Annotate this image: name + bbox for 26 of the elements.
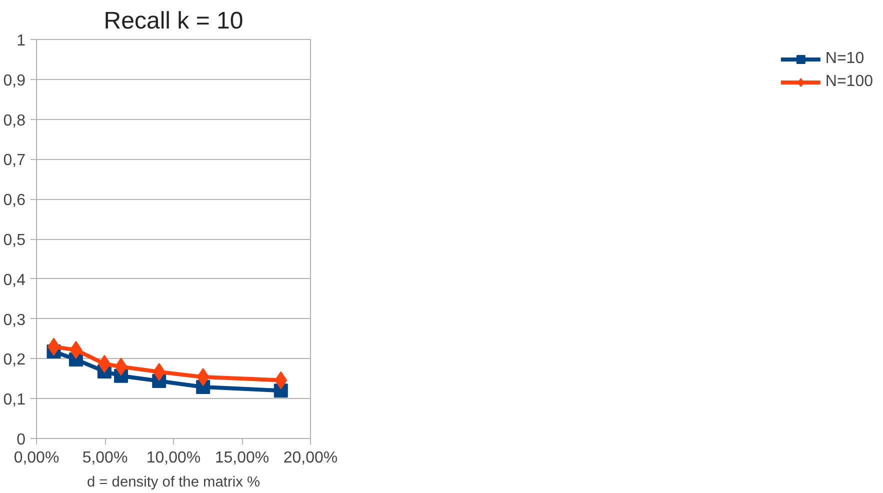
y-tick-label: 0 xyxy=(16,432,26,448)
y-tick-label: 1 xyxy=(16,32,26,50)
y-tick-label: 0,2 xyxy=(3,352,26,369)
point xyxy=(98,354,111,373)
point xyxy=(114,358,128,376)
y-tick-label: 0,6 xyxy=(3,192,26,210)
chart-title: Recall k = 10 xyxy=(104,8,244,34)
y-tick-label: 0,4 xyxy=(3,272,26,289)
point xyxy=(70,340,82,359)
y-tick-label: 0,9 xyxy=(3,72,26,90)
legend-label: N=100 xyxy=(825,73,873,91)
point xyxy=(274,371,288,390)
y-tick-label: 0,3 xyxy=(3,312,26,329)
point xyxy=(196,368,210,386)
x-tick-label: 0,00% xyxy=(14,450,60,466)
y-tick-label: 0,5 xyxy=(3,232,26,249)
x-axis-title: d = density of the matrix % xyxy=(86,474,260,490)
y-tick-label: 0,7 xyxy=(3,152,26,170)
x-tick-label: 10,00% xyxy=(146,450,201,466)
x-tick-label: 5,00% xyxy=(82,450,128,466)
x-tick-label: 15,00% xyxy=(214,450,270,466)
legend-label: N=10 xyxy=(825,50,864,68)
y-tick-label: 0,1 xyxy=(3,392,26,409)
y-tick-label: 0,8 xyxy=(3,112,26,130)
point xyxy=(152,362,166,381)
x-tick-label: 20,00% xyxy=(283,450,338,466)
